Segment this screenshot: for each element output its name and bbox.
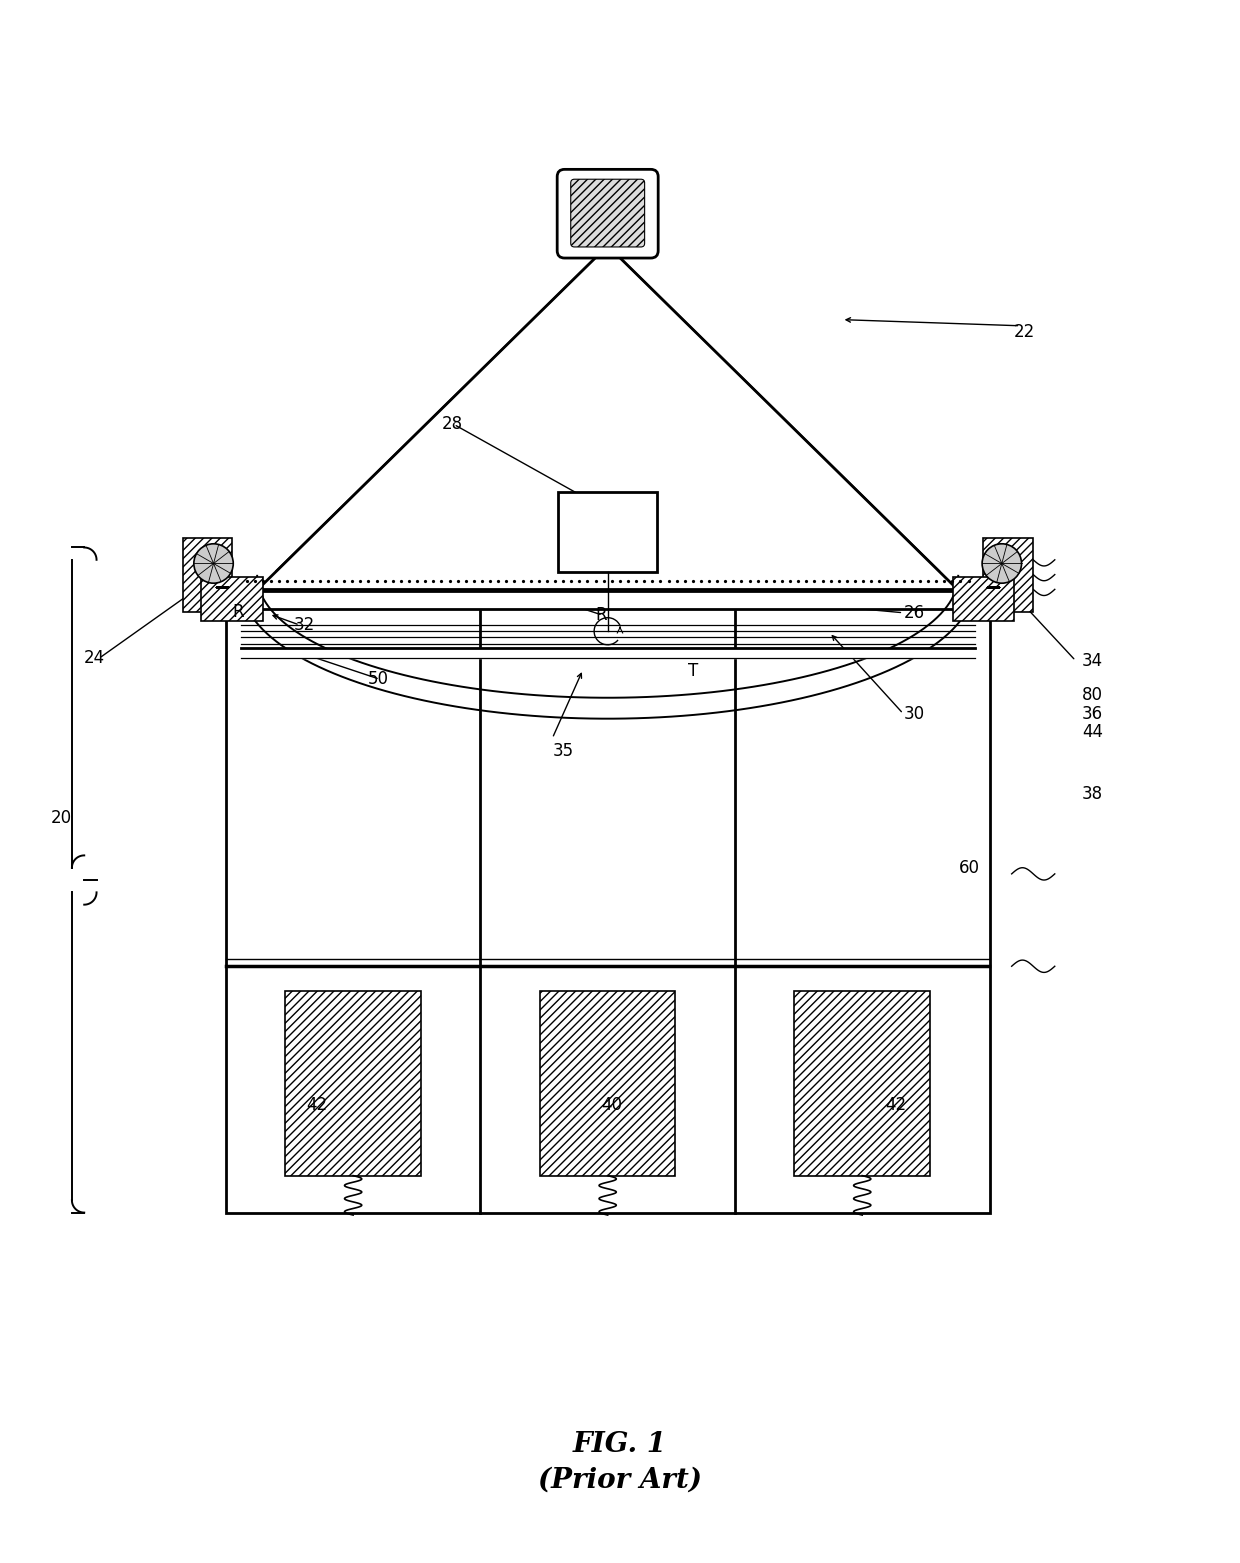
- Bar: [201, 577, 263, 622]
- Circle shape: [193, 544, 233, 583]
- Text: 22: 22: [1014, 324, 1035, 341]
- Circle shape: [982, 544, 1022, 583]
- Bar: [558, 492, 657, 572]
- Text: (Prior Art): (Prior Art): [538, 1466, 702, 1494]
- Bar: [795, 991, 930, 1175]
- Text: T: T: [688, 661, 698, 680]
- Text: 28: 28: [441, 416, 463, 433]
- Text: 35: 35: [552, 742, 573, 760]
- Bar: [226, 580, 260, 597]
- Bar: [952, 577, 1014, 622]
- Text: 80: 80: [1081, 686, 1102, 705]
- FancyBboxPatch shape: [557, 169, 658, 258]
- Text: 60: 60: [959, 858, 980, 877]
- Bar: [955, 580, 990, 597]
- Text: 40: 40: [601, 1096, 622, 1114]
- Text: 50: 50: [367, 671, 388, 688]
- Text: 44: 44: [1081, 724, 1102, 741]
- Text: 30: 30: [903, 705, 924, 722]
- Text: 26: 26: [903, 603, 924, 622]
- Text: 42: 42: [306, 1096, 327, 1114]
- Bar: [285, 991, 420, 1175]
- Text: 38: 38: [1081, 785, 1104, 803]
- Polygon shape: [257, 245, 959, 591]
- Text: 42: 42: [885, 1096, 906, 1114]
- Bar: [539, 991, 676, 1175]
- Text: 34: 34: [1081, 652, 1104, 671]
- Bar: [182, 538, 232, 611]
- Text: R: R: [232, 602, 243, 621]
- Text: 32: 32: [294, 616, 315, 635]
- Text: 20: 20: [51, 810, 72, 827]
- Text: 24: 24: [84, 649, 105, 667]
- Bar: [226, 597, 990, 1213]
- Bar: [983, 538, 1033, 611]
- FancyBboxPatch shape: [570, 180, 645, 247]
- Polygon shape: [241, 649, 975, 658]
- Polygon shape: [257, 589, 959, 610]
- Text: 36: 36: [1081, 705, 1104, 722]
- Text: FIG. 1: FIG. 1: [573, 1430, 667, 1458]
- Text: R: R: [595, 606, 608, 624]
